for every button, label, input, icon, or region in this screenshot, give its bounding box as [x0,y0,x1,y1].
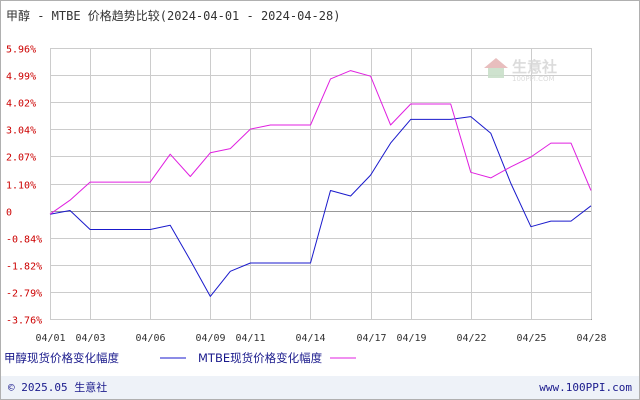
y-tick-label: -2.79% [6,289,42,300]
watermark-house-body [488,68,504,78]
x-tick-label: 04/14 [295,333,325,344]
chart-title: 甲醇 - MTBE 价格趋势比较(2024-04-01 - 2024-04-28… [6,8,340,23]
y-tick-label: -1.82% [6,262,42,273]
y-tick-label: 2.07% [6,153,36,164]
footer-copyright: © 2025.05 生意社 [8,380,107,394]
y-tick-label: 4.99% [6,72,36,83]
series-layer [49,70,592,297]
legend-label-methanol: 甲醇现货价格变化幅度 [4,351,119,365]
series-line-mtbe [49,70,592,215]
y-tick-label: 5.96% [6,45,36,56]
legend-label-mtbe: MTBE现货价格变化幅度 [198,351,323,365]
y-tick-label: 0 [6,208,12,219]
y-tick-label: 3.04% [6,126,36,137]
watermark-sub: 100PPI.COM [512,75,555,83]
footer-site-link[interactable]: www.100PPI.com [539,381,632,394]
x-tick-label: 04/28 [576,333,606,344]
watermark-logo: 生意社 100PPI.COM [484,58,557,83]
x-tick-label: 04/19 [396,333,426,344]
x-tick-label: 04/17 [356,333,386,344]
y-axis-ticks: 5.96% 4.99% 4.02% 3.04% 2.07% 1.10% 0 -0.84% -1.… [6,45,42,327]
footer-bar [1,376,639,399]
x-tick-label: 04/11 [235,333,265,344]
x-tick-label: 04/06 [135,333,165,344]
x-tick-label: 04/03 [75,333,105,344]
x-tick-label: 04/01 [35,333,65,344]
x-tick-label: 04/22 [456,333,486,344]
y-tick-label: -0.84% [6,235,42,246]
y-tick-label: -3.76% [6,316,42,327]
watermark-house-icon [484,58,508,68]
x-axis-ticks: 04/01 04/03 04/06 04/09 04/11 04/14 04/17 04/19… [35,333,606,344]
watermark-text: 生意社 [512,58,557,76]
x-tick-label: 04/25 [516,333,546,344]
series-line-methanol [49,116,592,297]
legend: 甲醇现货价格变化幅度 MTBE现货价格变化幅度 [4,351,356,365]
y-tick-label: 1.10% [6,181,36,192]
y-tick-label: 4.02% [6,99,36,110]
x-tick-label: 04/09 [195,333,225,344]
